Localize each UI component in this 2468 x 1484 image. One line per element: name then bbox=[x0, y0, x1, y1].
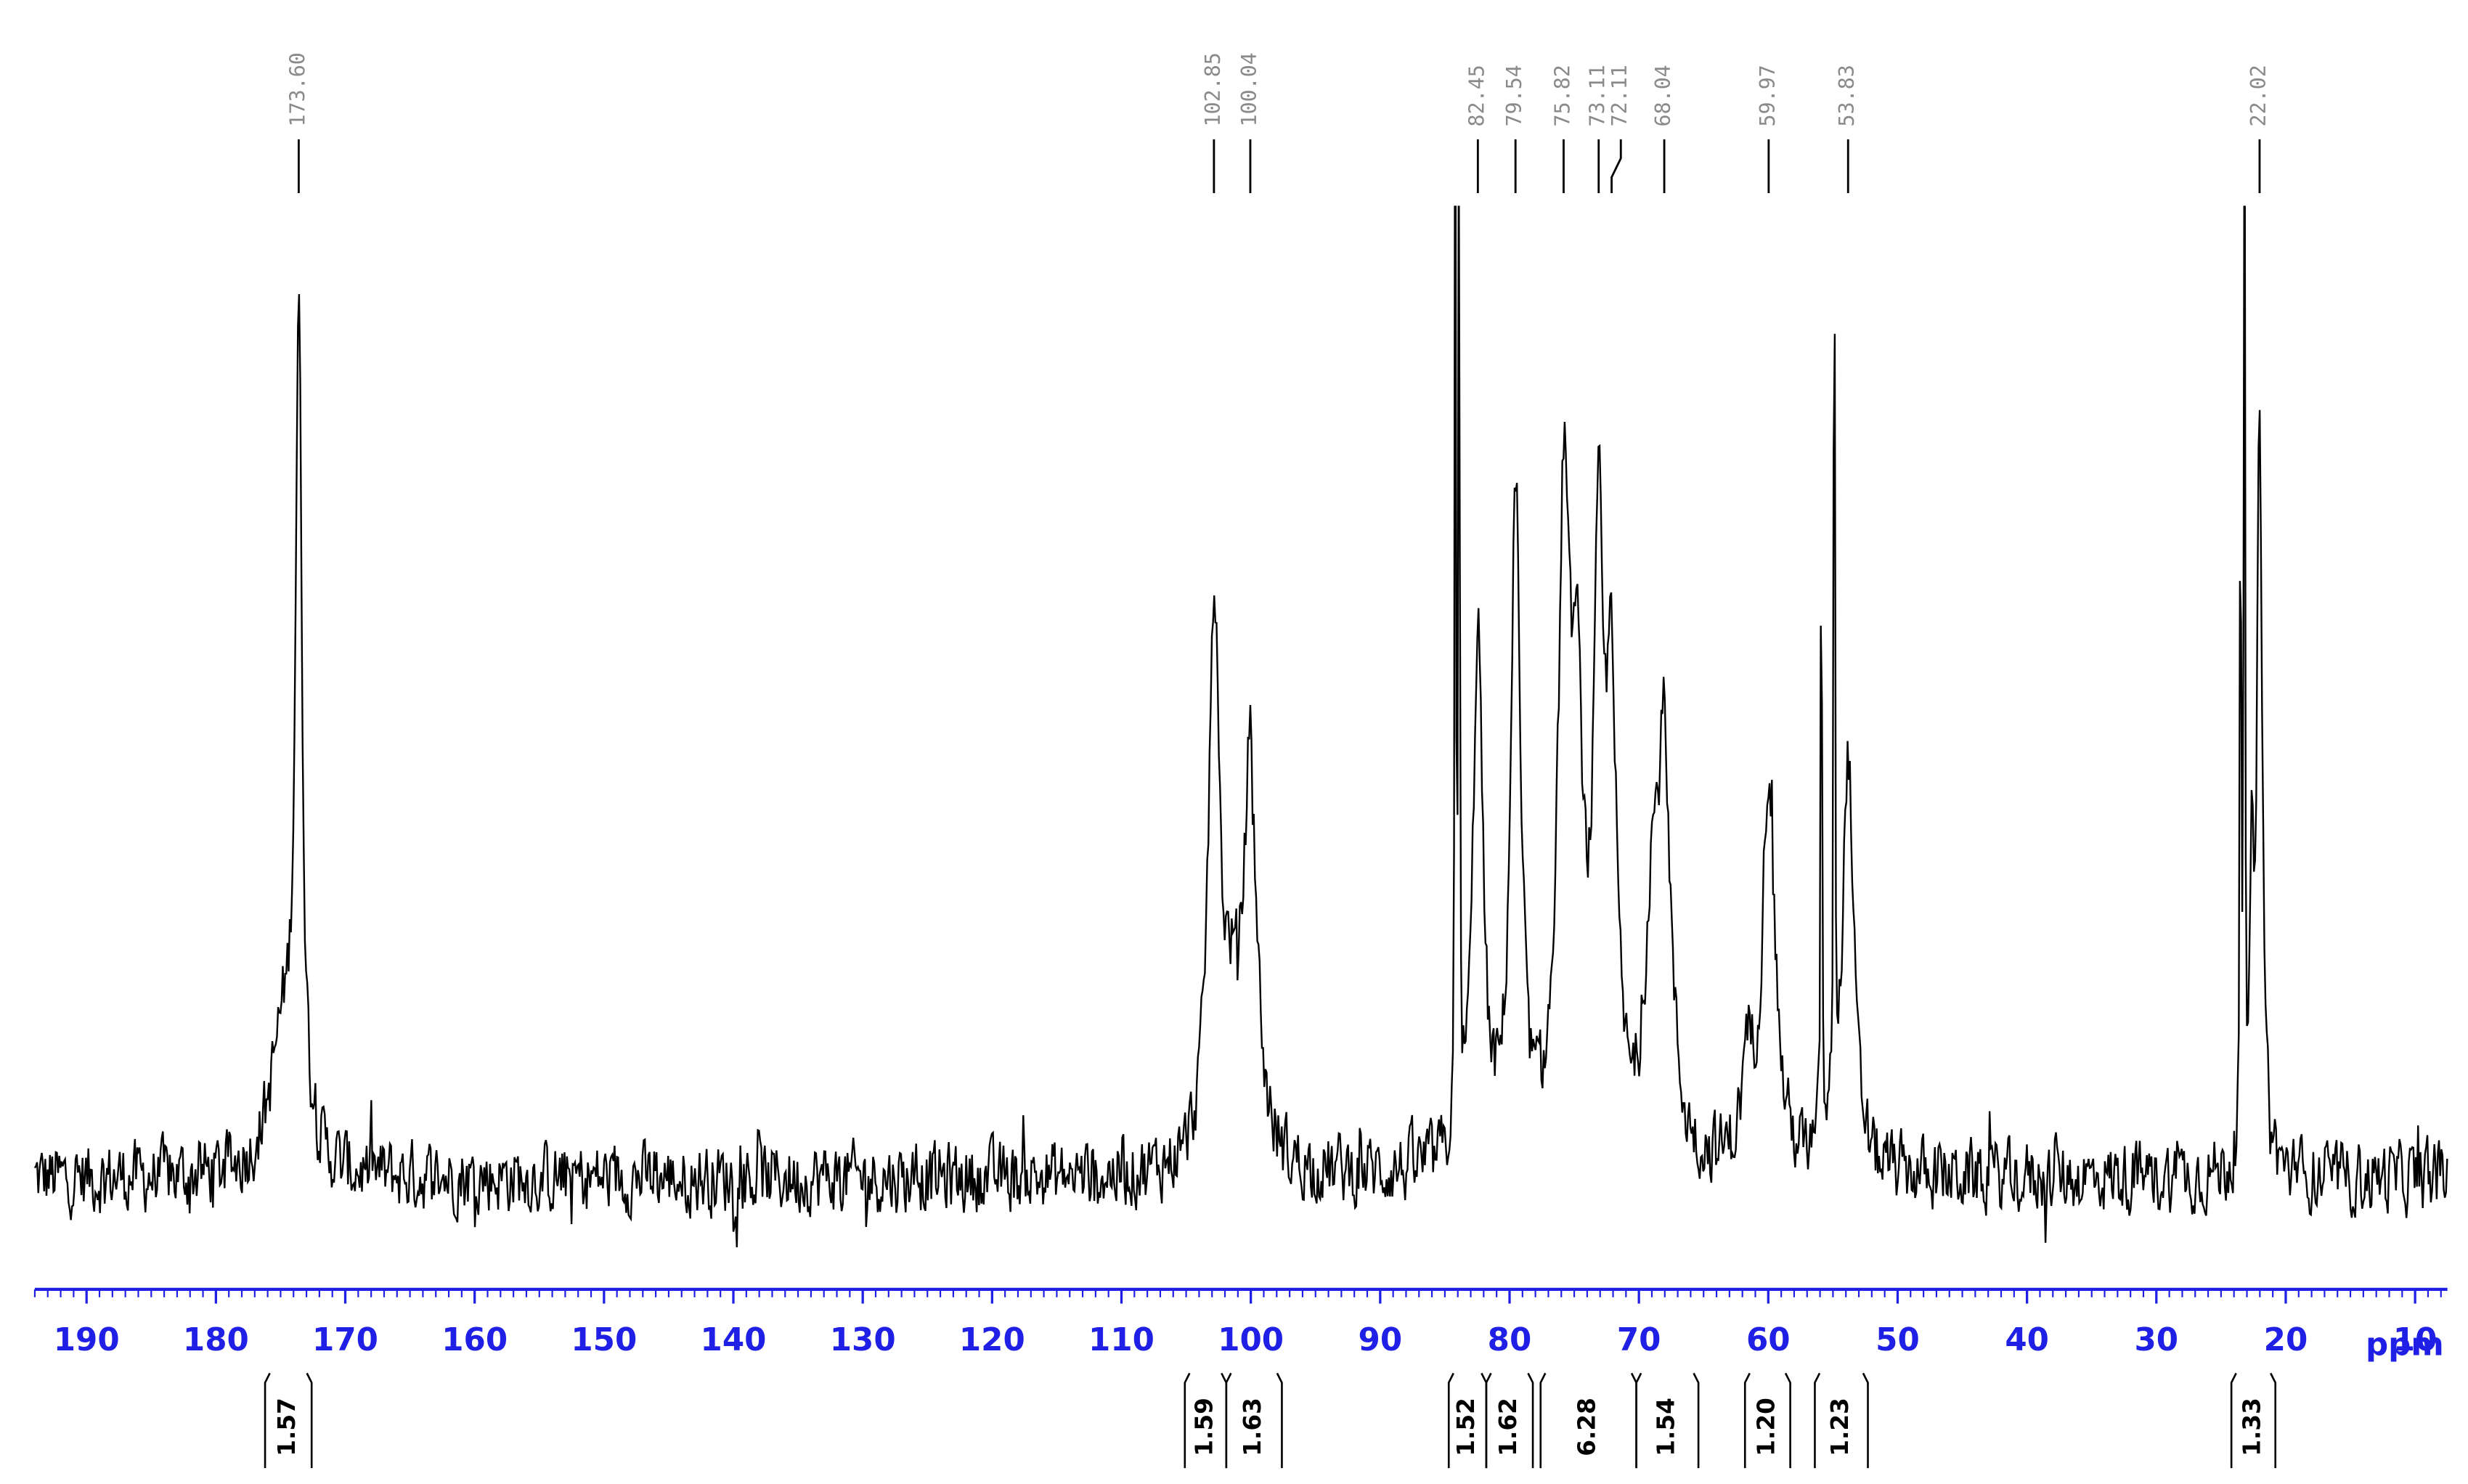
peak-label: 68.04 bbox=[1651, 65, 1675, 126]
peak-label: 82.45 bbox=[1465, 65, 1488, 126]
peak-label: 22.02 bbox=[2247, 65, 2271, 126]
integral-bracket bbox=[2230, 1372, 2277, 1469]
x-tick-label: 150 bbox=[571, 1322, 637, 1358]
integral-label: 1.62 bbox=[1494, 1398, 1522, 1456]
x-tick-label: 160 bbox=[441, 1322, 508, 1358]
integral-bracket bbox=[1485, 1372, 1534, 1469]
x-tick-label: 120 bbox=[959, 1322, 1025, 1358]
peak-label: 53.83 bbox=[1835, 65, 1859, 126]
integral-bracket bbox=[1743, 1372, 1791, 1469]
peak-label: 173.60 bbox=[285, 52, 309, 126]
integral-bracket bbox=[1225, 1372, 1283, 1469]
integral-label: 1.33 bbox=[2238, 1398, 2265, 1456]
integral-label: 1.59 bbox=[1190, 1398, 1218, 1456]
x-tick-label: 110 bbox=[1088, 1322, 1154, 1358]
integral-bracket bbox=[1635, 1372, 1700, 1469]
main-layer: 190 180 170 160 150 140 130 120 110 100 90 80 70 60 50… bbox=[33, 52, 2448, 1469]
integral-label: 6.28 bbox=[1573, 1398, 1601, 1456]
trace-layer bbox=[33, 205, 2448, 1247]
integral-label: 1.57 bbox=[273, 1398, 301, 1456]
integral-bracket bbox=[1814, 1372, 1869, 1469]
integral-label: 1.63 bbox=[1239, 1398, 1266, 1456]
peak-label: 102.85 bbox=[1201, 52, 1225, 126]
x-tick-label: 190 bbox=[54, 1322, 120, 1358]
integral-label: 1.52 bbox=[1452, 1398, 1480, 1456]
x-tick-label: 180 bbox=[183, 1322, 249, 1358]
spectrum-trace bbox=[33, 205, 2448, 1247]
x-tick-label: 20 bbox=[2264, 1322, 2308, 1358]
x-tick-label: 40 bbox=[2005, 1322, 2049, 1358]
peak-label: 100.04 bbox=[1237, 52, 1261, 126]
peak-label: 79.54 bbox=[1502, 65, 1526, 126]
x-tick-label: 90 bbox=[1359, 1322, 1403, 1358]
peak-label: 75.82 bbox=[1550, 65, 1574, 126]
integral-label: 1.23 bbox=[1826, 1398, 1854, 1456]
x-tick-label: 80 bbox=[1488, 1322, 1532, 1358]
x-tick-label: 30 bbox=[2134, 1322, 2178, 1358]
peak-label: 73.11 bbox=[1586, 65, 1610, 126]
x-tick-label: 170 bbox=[312, 1322, 378, 1358]
integral-label: 1.20 bbox=[1752, 1398, 1780, 1456]
x-tick-label: 130 bbox=[830, 1322, 896, 1358]
x-tick-label: 100 bbox=[1218, 1322, 1284, 1358]
x-tick-label: 60 bbox=[1746, 1322, 1791, 1358]
x-tick-label: 50 bbox=[1876, 1322, 1920, 1358]
peak-marker bbox=[1610, 139, 1622, 193]
integral-label: 1.54 bbox=[1652, 1398, 1679, 1456]
x-tick-label: 140 bbox=[701, 1322, 767, 1358]
peak-label: 59.97 bbox=[1756, 65, 1780, 126]
integral-bracket bbox=[264, 1372, 313, 1469]
x-tick-label: 70 bbox=[1617, 1322, 1661, 1358]
peak-label: 72.11 bbox=[1608, 65, 1632, 126]
x-axis-label: ppm bbox=[2366, 1326, 2444, 1363]
x-tick-label: 10 bbox=[2393, 1322, 2438, 1358]
